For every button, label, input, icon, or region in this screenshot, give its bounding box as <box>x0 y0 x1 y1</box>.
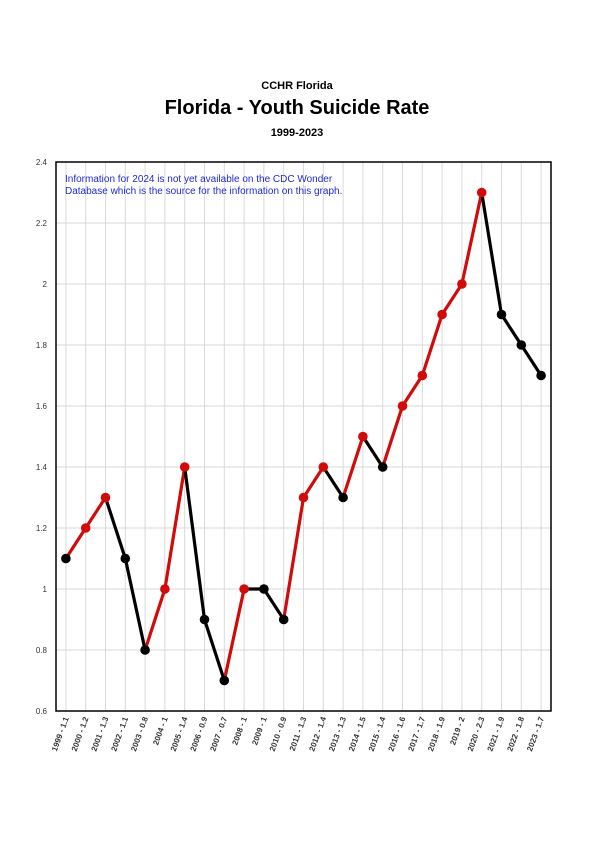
x-tick-label: 2008 - 1 <box>230 715 249 746</box>
data-point <box>476 187 487 198</box>
series-segment <box>123 556 147 652</box>
x-tick-label: 2010 - 0.9 <box>268 715 289 752</box>
data-point <box>239 584 249 594</box>
data-point <box>496 309 507 320</box>
series-segment <box>420 312 444 378</box>
x-tick-label: 2004 - 1 <box>151 715 170 746</box>
x-tick-label: 1999 - 1.1 <box>50 715 71 752</box>
series-segment <box>361 434 385 469</box>
y-tick-label: 0.6 <box>36 707 48 716</box>
x-tick-label: 2012 - 1.4 <box>307 715 328 752</box>
data-point <box>259 584 269 594</box>
series-segment <box>143 587 167 652</box>
x-tick-label: 2013 - 1.3 <box>327 715 348 752</box>
data-point <box>140 645 150 655</box>
series-segment <box>103 495 127 561</box>
x-tick-label: 2007 - 0.7 <box>208 715 229 752</box>
data-point <box>219 675 230 686</box>
chart-subtitle: 1999-2023 <box>270 127 324 139</box>
data-point <box>318 462 329 472</box>
data-point <box>100 492 111 503</box>
data-point <box>437 309 447 320</box>
x-tick-label: 2009 - 1 <box>250 715 269 746</box>
chart-title: Florida - Youth Suicide Rate <box>164 97 430 119</box>
data-point <box>179 462 190 472</box>
y-tick-label: 1.6 <box>36 402 48 411</box>
series-segment <box>480 190 504 317</box>
series-segment <box>400 373 424 408</box>
x-tick-label: 2001 - 1.3 <box>90 715 111 752</box>
data-point <box>358 431 368 442</box>
data-point <box>377 462 388 472</box>
data-point <box>120 553 131 564</box>
series-segment <box>519 343 543 378</box>
y-tick-label: 1.4 <box>36 463 48 472</box>
series-segment <box>262 587 286 622</box>
y-tick-label: 1 <box>43 585 48 594</box>
x-tick-label: 2005 - 1.4 <box>169 715 190 752</box>
x-tick-label: 2000 - 1.2 <box>70 715 91 752</box>
x-tick-label: 2022 - 1.8 <box>505 715 526 752</box>
x-tick-label: 2014 - 1.5 <box>347 715 368 752</box>
series-segment <box>282 495 306 622</box>
series-segment <box>460 190 484 286</box>
data-point <box>338 492 348 503</box>
y-tick-label: 0.8 <box>36 646 48 655</box>
org-name: CCHR Florida <box>261 80 333 92</box>
series-segment <box>202 617 226 683</box>
x-tick-label: 2017 - 1.7 <box>406 715 427 752</box>
series-segment <box>321 465 345 500</box>
data-point <box>80 523 91 533</box>
x-tick-label: 2003 - 0.8 <box>129 715 150 752</box>
series-segment <box>222 587 246 683</box>
y-tick-label: 1.2 <box>36 524 48 533</box>
x-tick-label: 2016 - 1.6 <box>387 715 408 752</box>
annotation-note: Database which is the source for the inf… <box>65 186 342 197</box>
series-segment <box>381 404 405 469</box>
data-point <box>417 370 428 381</box>
annotation-note: Information for 2024 is not yet availabl… <box>65 174 333 185</box>
plot-frame <box>55 161 552 712</box>
data-point <box>61 553 71 564</box>
x-tick-label: 2011 - 1.3 <box>288 715 309 752</box>
x-tick-label: 2015 - 1.4 <box>367 715 388 752</box>
y-tick-label: 2.4 <box>36 158 48 167</box>
series-segment <box>163 465 187 591</box>
series-segment <box>440 282 464 317</box>
x-tick-label: 2006 - 0.9 <box>189 715 210 752</box>
series-segment <box>183 465 207 622</box>
x-tick-label: 2019 - 2 <box>448 715 467 746</box>
y-tick-label: 2.2 <box>36 219 48 228</box>
series-segment <box>341 434 365 500</box>
data-point <box>536 370 546 381</box>
data-point <box>160 584 170 594</box>
x-tick-label: 2023 - 1.7 <box>525 715 546 752</box>
series-segment <box>64 526 88 561</box>
x-tick-label: 2002 - 1.1 <box>109 715 130 752</box>
y-tick-label: 1.8 <box>36 341 48 350</box>
data-point <box>199 614 210 625</box>
series-segment <box>301 465 325 500</box>
x-tick-label: 2020 - 2.3 <box>466 715 487 752</box>
y-tick-label: 2 <box>43 280 48 289</box>
series-segment <box>84 495 108 530</box>
data-point <box>457 279 467 289</box>
x-tick-label: 2021 - 1.9 <box>486 715 507 752</box>
x-tick-label: 2018 - 1.9 <box>426 715 447 752</box>
series-segment <box>499 312 523 347</box>
data-point <box>298 492 309 503</box>
data-point <box>516 340 527 350</box>
data-point <box>397 401 408 411</box>
data-point <box>278 614 289 625</box>
